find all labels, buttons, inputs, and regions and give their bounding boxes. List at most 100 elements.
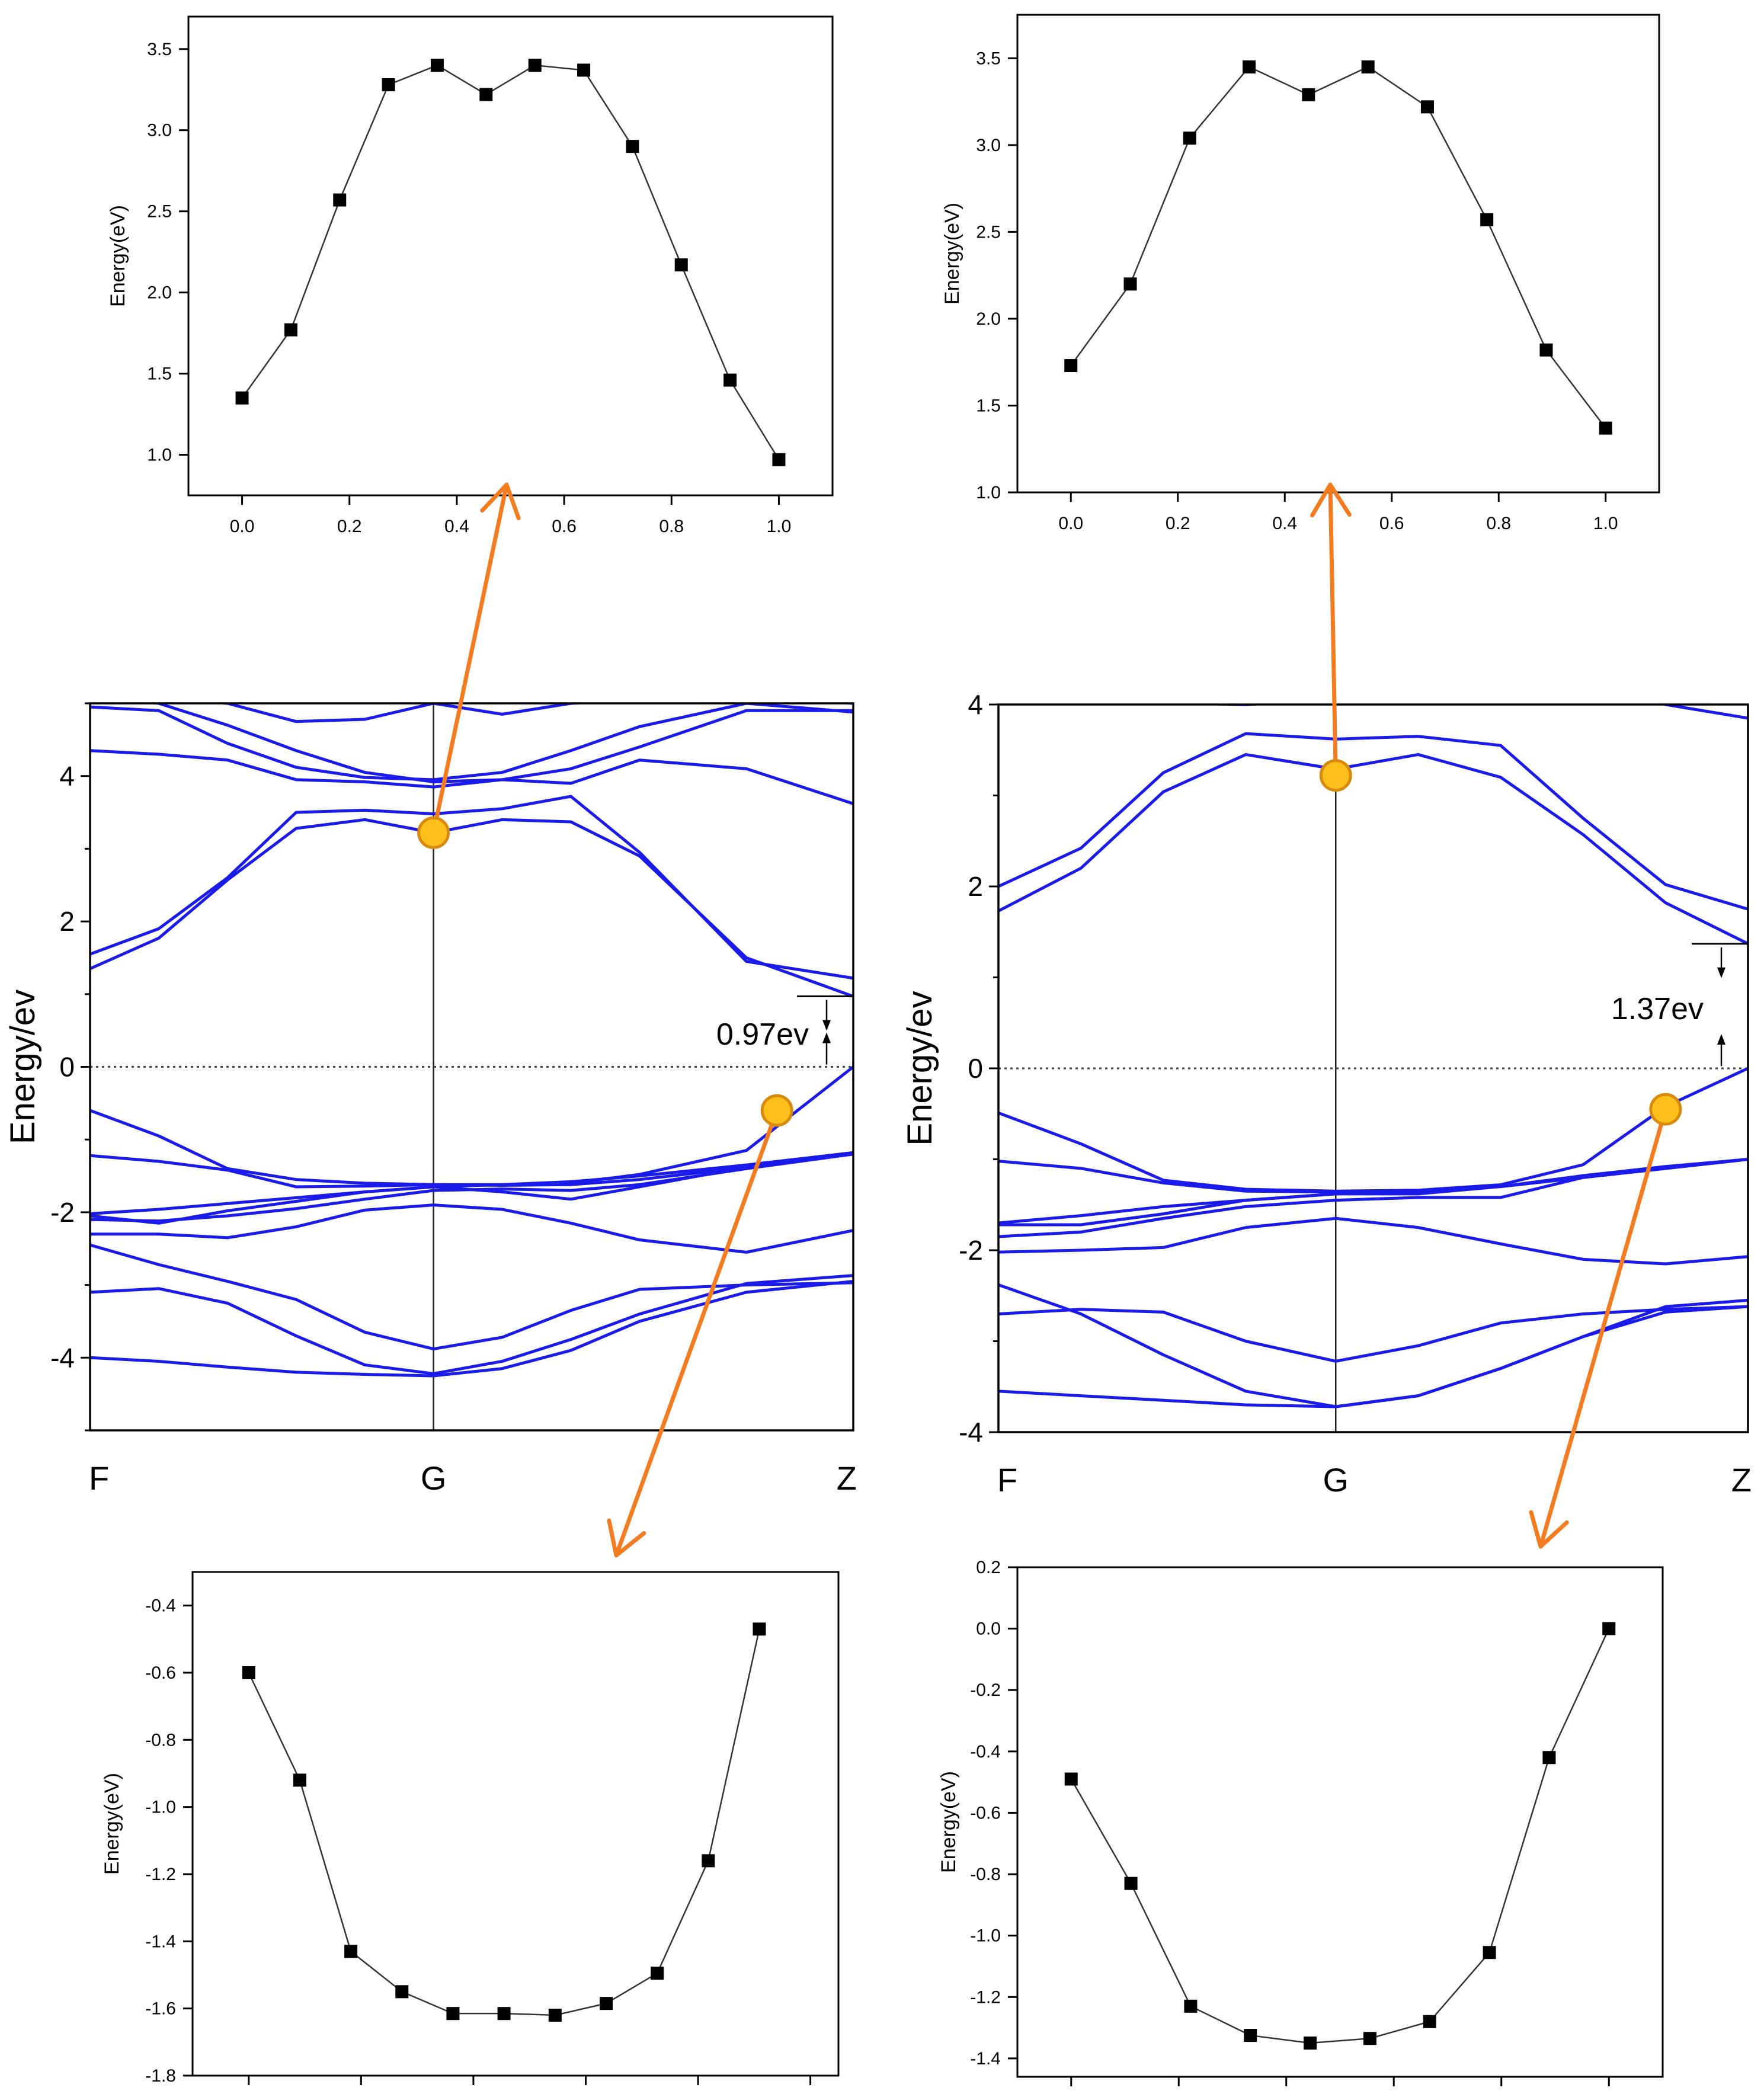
data-point <box>1539 343 1553 357</box>
data-point <box>1420 100 1434 114</box>
data-point <box>548 2009 562 2022</box>
x-tick-label: 0.8 <box>659 517 684 536</box>
y-tick-label: 0.0 <box>976 1619 1001 1639</box>
x-tick-label: 1.0 <box>1593 514 1618 533</box>
band-gap-label: 0.97ev <box>716 1017 809 1052</box>
x-tick-label: 0.0 <box>230 517 255 536</box>
band-line <box>998 1305 1748 1363</box>
y-tick-label: -0.4 <box>145 1596 176 1616</box>
y-tick-label: -1.0 <box>970 1926 1001 1946</box>
data-point <box>382 78 395 92</box>
band-line <box>998 1067 1748 1193</box>
callout-arrowhead <box>607 1518 646 1558</box>
x-tick-label: 0.0 <box>1058 514 1083 533</box>
band-line <box>998 732 1748 911</box>
gap-arrowhead-down <box>1717 967 1725 978</box>
series-line <box>1070 1628 1610 2044</box>
band-line <box>90 1203 853 1254</box>
y-tick-label: 0.2 <box>976 1558 1001 1577</box>
data-point <box>479 88 493 101</box>
data-point <box>1244 2029 1257 2042</box>
data-point <box>577 63 591 77</box>
y-tick-label: -1.4 <box>970 2049 1001 2069</box>
y-tick-label: 1.5 <box>976 396 1001 415</box>
y-tick-label: 3.0 <box>147 121 172 140</box>
y-tick-label: -4 <box>50 1342 75 1373</box>
y-tick-label: -1.8 <box>145 2066 176 2086</box>
y-tick-label: 0 <box>59 1052 75 1083</box>
x-tick-label: 0.4 <box>1272 514 1297 533</box>
y-tick-label: 2.5 <box>147 202 172 222</box>
y-axis-label: Energy(eV) <box>941 203 963 305</box>
y-axis-label: Energy(eV) <box>101 1773 123 1875</box>
data-point <box>242 1666 255 1679</box>
band-line <box>998 1283 1748 1408</box>
y-tick-label: 3.5 <box>976 49 1001 68</box>
y-tick-label: 4 <box>59 761 75 792</box>
callout-arrowhead <box>1310 482 1352 518</box>
band-line <box>90 1151 853 1215</box>
data-point <box>1483 1946 1496 1959</box>
y-tick-label: 3.0 <box>976 136 1001 155</box>
plot-frame <box>191 1571 840 2077</box>
highlight-point <box>1319 759 1352 792</box>
y-tick-label: -2 <box>50 1197 75 1228</box>
gap-arrowhead-up <box>822 1032 831 1043</box>
y-tick-label: 3.5 <box>147 40 172 59</box>
data-point <box>674 258 688 272</box>
y-tick-label: -1.2 <box>970 1987 1001 2007</box>
series-line <box>241 64 780 460</box>
plot-frame <box>1016 14 1660 494</box>
right-band-structure-chart: -4 -2 0 2 4 Energy/ev F G Z 1.37ev <box>901 689 1752 1499</box>
bands <box>998 705 1748 1408</box>
band-line <box>90 1279 853 1378</box>
y-tick-label: 1.5 <box>147 364 172 384</box>
data-point <box>1183 132 1196 145</box>
data-point <box>702 1854 715 1868</box>
y-tick-label: -1.4 <box>145 1932 176 1951</box>
band-line <box>998 753 1748 945</box>
data-point <box>1124 1877 1138 1890</box>
band-line <box>998 1158 1748 1194</box>
x-tick-label: 0.6 <box>1379 514 1404 533</box>
data-point <box>333 193 347 207</box>
top-left-energy-chart: 0.0 0.2 0.4 0.6 0.8 1.0 1.0 1.5 2.0 2.5 3.0 3.5 Ener… <box>107 15 834 536</box>
data-point <box>1243 60 1256 73</box>
y-tick-label: -0.4 <box>970 1742 1001 1762</box>
gap-arrowhead-up <box>1717 1034 1725 1045</box>
callout-arrow <box>431 482 509 835</box>
top-right-energy-chart: 0.0 0.2 0.4 0.6 0.8 1.0 1.0 1.5 2.0 2.5 3.0 3.5 Ener… <box>941 14 1660 533</box>
callout-arrowhead <box>480 482 521 521</box>
band-line <box>1179 705 1748 720</box>
left-band-structure-chart: -4 -2 0 2 4 Energy/ev F G Z 0.97ev <box>4 702 857 1497</box>
data-point <box>723 373 737 387</box>
data-point <box>1064 1772 1078 1786</box>
band-line <box>90 1274 853 1375</box>
kpoint-label-f: F <box>89 1459 109 1497</box>
callout-arrow <box>614 1108 779 1558</box>
data-point <box>1423 2015 1436 2028</box>
data-point <box>430 59 444 72</box>
data-point <box>284 323 297 337</box>
band-line <box>90 1243 853 1351</box>
data-point <box>651 1967 664 1980</box>
bottom-right-energy-chart: 0.00.20.40.60.81.0-1.4-1.2-1.0-0.8-0.6-0… <box>937 1558 1664 2086</box>
x-tick-label: 0.8 <box>1486 514 1511 533</box>
x-tick-label: 0.6 <box>552 517 577 536</box>
band-line <box>90 703 853 782</box>
y-tick-label: 2.5 <box>976 222 1001 242</box>
y-tick-label: 2 <box>59 906 75 937</box>
highlight-point <box>760 1094 793 1127</box>
data-point <box>599 1997 613 2010</box>
data-point <box>344 1945 358 1958</box>
band-line <box>90 818 853 998</box>
data-point <box>1480 213 1494 226</box>
data-point <box>1123 277 1137 291</box>
y-tick-label: -0.6 <box>970 1803 1001 1823</box>
y-tick-label: -1.2 <box>145 1865 176 1884</box>
data-point <box>1602 1622 1616 1635</box>
y-tick-label: -0.2 <box>970 1680 1001 1700</box>
band-line <box>90 749 853 805</box>
y-axis-label: Energy(eV) <box>937 1771 960 1873</box>
x-tick-label: 1.0 <box>767 517 792 536</box>
